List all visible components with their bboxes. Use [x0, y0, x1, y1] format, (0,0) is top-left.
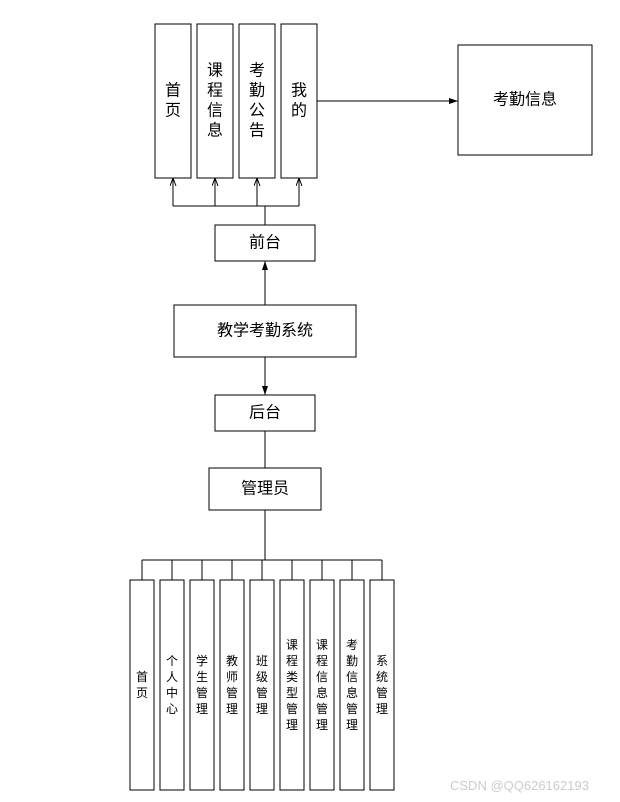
node-attendance_notice: [239, 24, 275, 178]
node-b_teacher: [220, 580, 244, 790]
node-label-b_courseinfo: 理: [316, 718, 328, 732]
node-label-b_home: 首: [136, 670, 148, 684]
node-label-b_system: 理: [376, 702, 388, 716]
node-label-b_system: 管: [376, 685, 388, 700]
node-label-frontend: 前台: [249, 234, 281, 252]
node-label-course_info: 信: [207, 102, 223, 120]
node-b_class: [250, 580, 274, 790]
node-b_home: [130, 580, 154, 790]
node-label-b_personal: 心: [166, 702, 178, 716]
node-label-b_home: 页: [136, 686, 148, 700]
node-label-backend: 后台: [249, 404, 281, 422]
node-label-b_courseinfo: 程: [316, 653, 328, 668]
node-b_student: [190, 580, 214, 790]
node-label-b_class: 管: [256, 685, 268, 700]
node-label-b_class: 级: [256, 670, 268, 684]
node-label-b_class: 理: [256, 702, 268, 716]
node-label-b_personal: 中: [166, 685, 178, 700]
node-b_courseinfo: [310, 580, 334, 790]
node-label-b_attinfo: 理: [346, 718, 358, 732]
node-course_info: [197, 24, 233, 178]
node-label-b_student: 理: [196, 702, 208, 716]
node-label-b_attinfo: 息: [346, 685, 358, 700]
node-label-b_attinfo: 考: [346, 638, 358, 652]
node-mine: [281, 24, 317, 178]
node-label-course_info: 息: [207, 122, 223, 140]
node-label-b_system: 系: [376, 654, 388, 668]
node-label-b_coursetype: 理: [286, 718, 298, 732]
node-label-attendance_notice: 勤: [249, 82, 265, 100]
node-label-system: 教学考勤系统: [217, 322, 313, 340]
node-b_personal: [160, 580, 184, 790]
node-label-b_coursetype: 课: [286, 638, 298, 652]
node-b_attinfo: [340, 580, 364, 790]
node-label-b_teacher: 理: [226, 702, 238, 716]
node-label-b_teacher: 师: [226, 670, 238, 684]
node-label-attendance_info: 考勤信息: [493, 91, 557, 109]
node-label-b_courseinfo: 管: [316, 701, 328, 716]
node-label-b_attinfo: 勤: [346, 654, 358, 668]
node-label-attendance_notice: 考: [249, 62, 265, 80]
node-label-admin: 管理员: [241, 480, 289, 498]
node-label-b_teacher: 教: [226, 653, 238, 668]
node-label-b_system: 统: [376, 670, 388, 684]
node-home: [155, 24, 191, 178]
node-label-attendance_notice: 公: [249, 103, 265, 120]
node-label-b_coursetype: 型: [286, 686, 298, 700]
node-label-b_student: 生: [196, 670, 208, 684]
node-label-mine: 我: [291, 82, 307, 100]
node-label-b_student: 管: [196, 685, 208, 700]
node-b_coursetype: [280, 580, 304, 790]
node-label-mine: 的: [291, 102, 307, 120]
node-label-b_courseinfo: 课: [316, 638, 328, 652]
node-label-b_courseinfo: 信: [316, 670, 328, 684]
watermark: CSDN @QQ626162193: [450, 778, 589, 793]
node-label-b_coursetype: 类: [286, 670, 298, 684]
node-label-b_coursetype: 程: [286, 653, 298, 668]
node-label-b_teacher: 管: [226, 685, 238, 700]
node-label-attendance_notice: 告: [249, 122, 265, 140]
node-label-b_class: 班: [256, 654, 268, 668]
node-label-b_courseinfo: 息: [316, 685, 328, 700]
node-label-b_attinfo: 信: [346, 670, 358, 684]
node-label-home: 页: [165, 103, 181, 120]
node-label-home: 首: [165, 82, 181, 100]
node-label-b_coursetype: 管: [286, 701, 298, 716]
node-label-b_student: 学: [196, 653, 208, 668]
node-label-b_attinfo: 管: [346, 701, 358, 716]
node-label-course_info: 程: [207, 82, 223, 100]
node-b_system: [370, 580, 394, 790]
node-label-b_personal: 个: [166, 654, 178, 668]
node-label-b_personal: 人: [166, 670, 178, 684]
node-label-course_info: 课: [207, 62, 223, 80]
